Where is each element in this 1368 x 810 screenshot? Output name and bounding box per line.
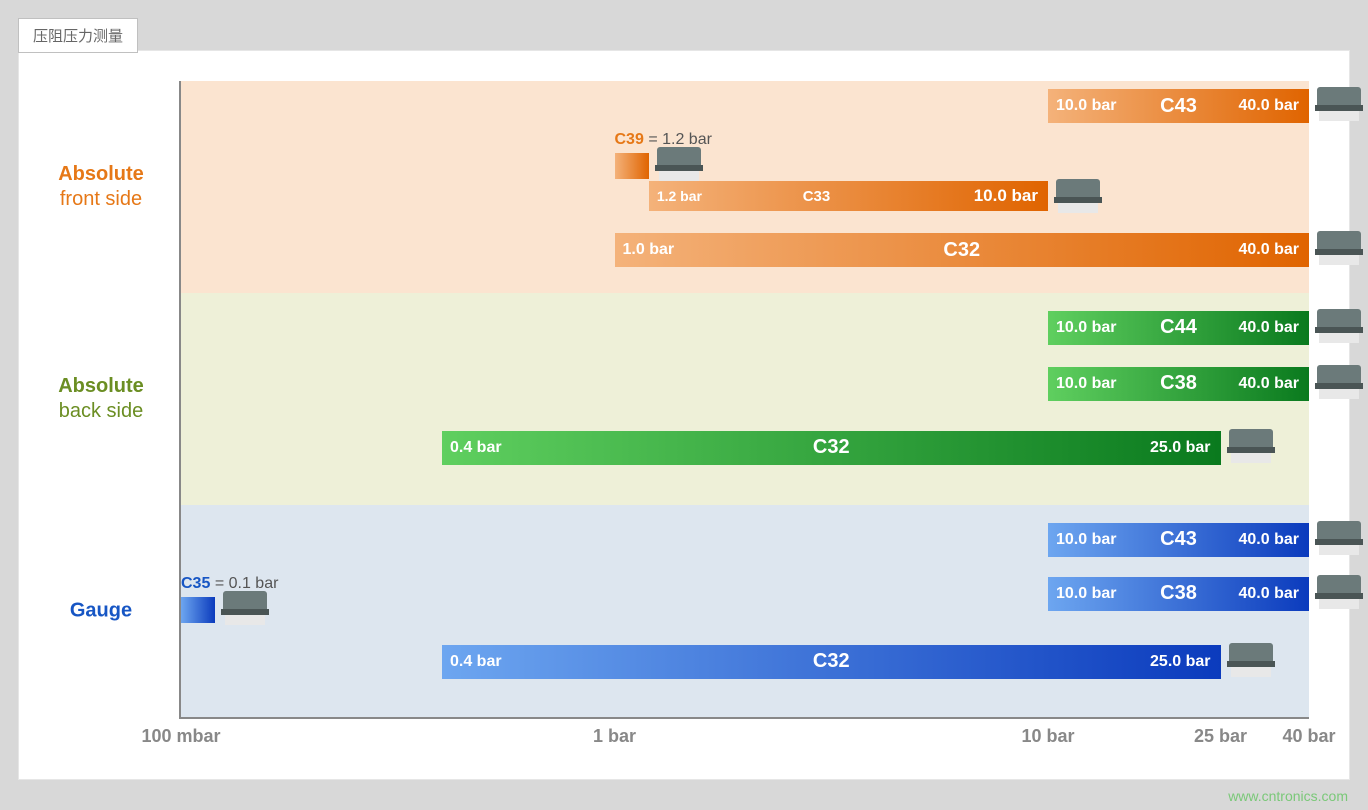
range-bar-C32: 1.0 bar C32 40.0 bar bbox=[615, 233, 1309, 267]
x-tick-label: 25 bar bbox=[1194, 726, 1247, 747]
section-gauge: Gauge10.0 barC4340.0 barC35 = 0.1 bar10.… bbox=[181, 505, 1309, 717]
range-bar-C32: 0.4 bar C32 25.0 bar bbox=[442, 431, 1221, 465]
bar-min-label: 10.0 bar bbox=[1056, 531, 1116, 549]
range-bar-C43: 10.0 bar C43 40.0 bar bbox=[1048, 89, 1309, 123]
section-label-abs-back: Absoluteback side bbox=[31, 374, 171, 424]
bar-max-label: 40.0 bar bbox=[1239, 531, 1299, 549]
sensor-chip-icon bbox=[1227, 429, 1275, 465]
range-bar-C44: 10.0 bar C44 40.0 bar bbox=[1048, 311, 1309, 345]
bar-min-label: 10.0 bar bbox=[1056, 585, 1116, 603]
bar-min-label: 0.4 bar bbox=[450, 439, 502, 457]
bar-max-label: 10.0 bar bbox=[974, 186, 1038, 206]
bar-min-label: 10.0 bar bbox=[1056, 319, 1116, 337]
sensor-chip-icon bbox=[221, 591, 269, 627]
sensor-chip-icon bbox=[655, 147, 703, 183]
bar-max-label: 40.0 bar bbox=[1239, 241, 1299, 259]
section-abs-back: Absoluteback side10.0 barC4440.0 bar10.0… bbox=[181, 293, 1309, 505]
sensor-chip-icon bbox=[1054, 179, 1102, 215]
sensor-chip-icon bbox=[1315, 521, 1363, 557]
sensor-chip-icon bbox=[1315, 87, 1363, 123]
bar-min-label: 10.0 bar bbox=[1056, 97, 1116, 115]
bar-min-label: 1.0 bar bbox=[623, 241, 675, 259]
bar-name-label: C43 bbox=[1160, 95, 1197, 118]
bar-max-label: 40.0 bar bbox=[1239, 585, 1299, 603]
x-tick-label: 40 bar bbox=[1282, 726, 1335, 747]
bar-min-label: 10.0 bar bbox=[1056, 375, 1116, 393]
sensor-chip-icon bbox=[1315, 231, 1363, 267]
section-label-abs-front: Absolutefront side bbox=[31, 162, 171, 212]
range-bar-C33: 1.2 bar C33 10.0 bar bbox=[649, 181, 1048, 211]
sensor-chip-icon bbox=[1315, 575, 1363, 611]
section-abs-front: Absolutefront side10.0 barC4340.0 barC39… bbox=[181, 81, 1309, 293]
bar-max-label: 40.0 bar bbox=[1239, 97, 1299, 115]
sensor-chip-icon bbox=[1315, 309, 1363, 345]
bar-name-label: C43 bbox=[1160, 528, 1197, 551]
tab-pressure[interactable]: 压阻压力测量 bbox=[18, 18, 138, 53]
bar-min-label: 0.4 bar bbox=[450, 653, 502, 671]
bar-max-label: 40.0 bar bbox=[1239, 319, 1299, 337]
point-bar-C39 bbox=[615, 153, 649, 179]
bar-name-label: C32 bbox=[943, 239, 980, 262]
bar-name-label: C38 bbox=[1160, 372, 1197, 395]
sensor-chip-icon bbox=[1315, 365, 1363, 401]
bar-name-label: C32 bbox=[813, 436, 850, 459]
bar-max-label: 25.0 bar bbox=[1150, 653, 1210, 671]
bar-min-label: 1.2 bar bbox=[657, 188, 702, 204]
sensor-chip-icon bbox=[1227, 643, 1275, 679]
range-bar-C38: 10.0 bar C38 40.0 bar bbox=[1048, 367, 1309, 401]
x-tick-label: 100 mbar bbox=[141, 726, 220, 747]
range-bar-C43: 10.0 bar C43 40.0 bar bbox=[1048, 523, 1309, 557]
bar-name-label: C44 bbox=[1160, 316, 1197, 339]
bar-max-label: 25.0 bar bbox=[1150, 439, 1210, 457]
bar-max-label: 40.0 bar bbox=[1239, 375, 1299, 393]
range-bar-C38: 10.0 bar C38 40.0 bar bbox=[1048, 577, 1309, 611]
bar-name-label: C32 bbox=[813, 650, 850, 673]
plot-area: Absolutefront side10.0 barC4340.0 barC39… bbox=[179, 81, 1309, 719]
watermark: www.cntronics.com bbox=[1228, 788, 1348, 804]
x-tick-label: 10 bar bbox=[1021, 726, 1074, 747]
section-label-gauge: Gauge bbox=[31, 598, 171, 623]
chart-frame: Absolutefront side10.0 barC4340.0 barC39… bbox=[18, 50, 1350, 780]
x-tick-label: 1 bar bbox=[593, 726, 636, 747]
range-bar-C32: 0.4 bar C32 25.0 bar bbox=[442, 645, 1221, 679]
bar-name-label: C38 bbox=[1160, 582, 1197, 605]
point-bar-C35 bbox=[181, 597, 215, 623]
bar-name-label: C33 bbox=[803, 188, 831, 205]
